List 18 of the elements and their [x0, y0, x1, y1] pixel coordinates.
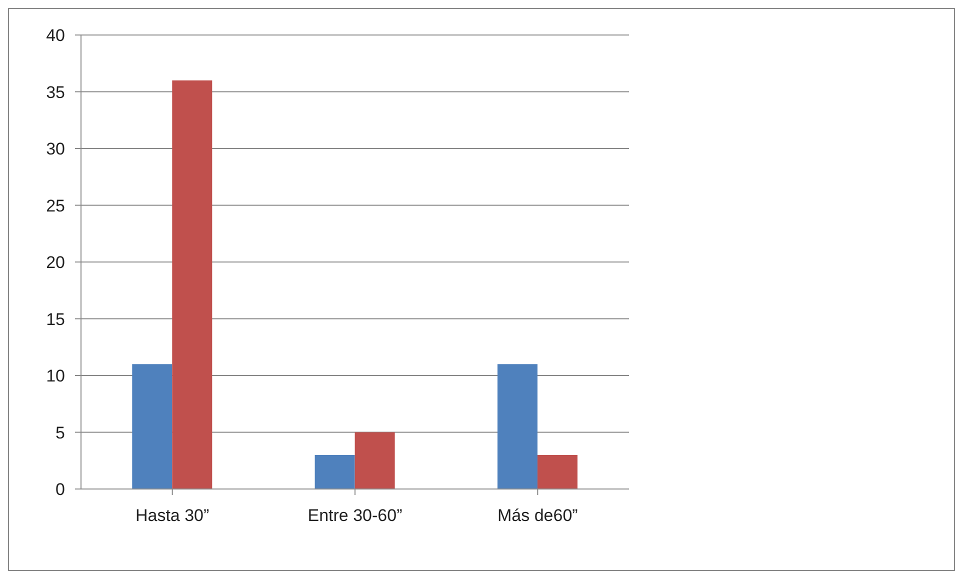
y-tick-label: 0 — [56, 480, 65, 500]
y-tick-label: 5 — [56, 423, 65, 442]
bar — [314, 454, 355, 489]
y-tick-label: 10 — [46, 366, 65, 386]
x-tick-label: Más de60” — [498, 506, 578, 526]
y-tick-label: 40 — [46, 26, 65, 46]
bar — [132, 364, 172, 489]
x-tick-label: Entre 30-60” — [308, 506, 403, 526]
y-tick-label: 35 — [46, 82, 65, 102]
x-tick-label: Hasta 30” — [135, 506, 210, 526]
y-tick-label: 15 — [46, 310, 65, 329]
y-tick-label: 25 — [46, 196, 65, 216]
y-tick-label: 30 — [46, 140, 65, 159]
y-tick-label: 20 — [46, 253, 65, 272]
bar — [537, 454, 578, 489]
bar — [354, 432, 395, 489]
bar — [172, 80, 212, 489]
bar — [497, 364, 538, 489]
